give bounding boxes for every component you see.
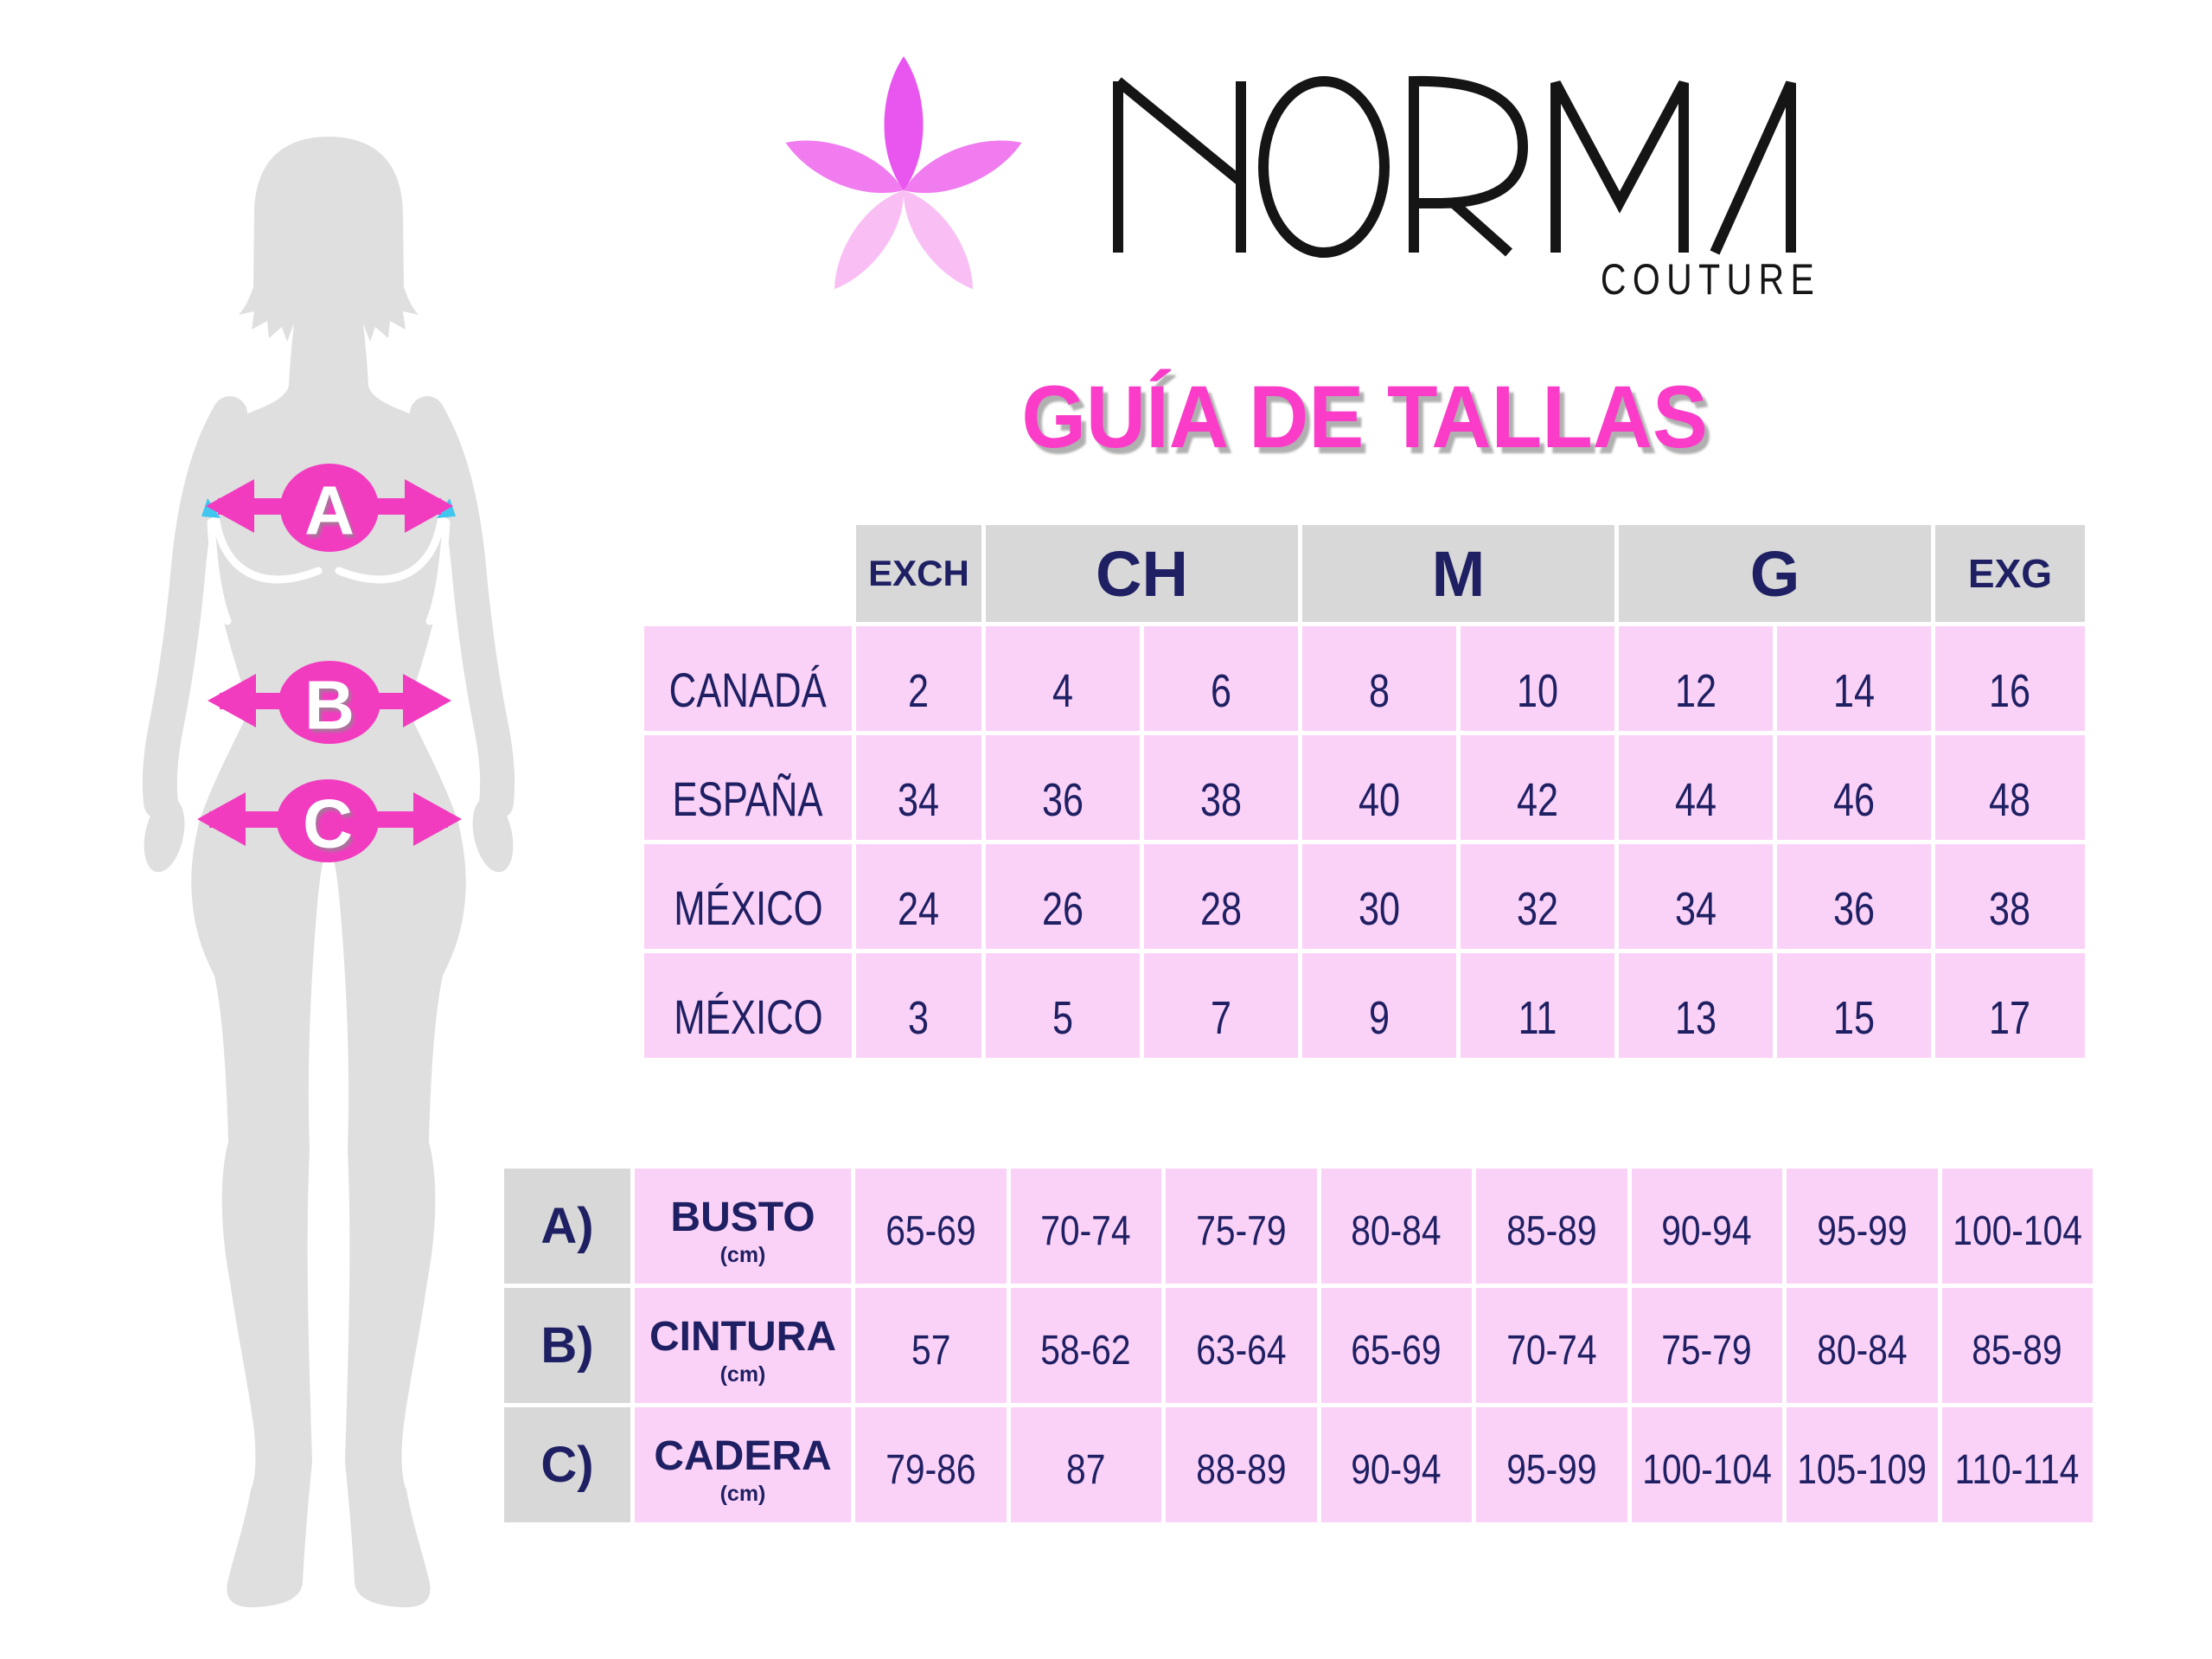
header-exg: EXG [1935,525,2085,622]
size-value-cell: 3 [856,953,981,1058]
size-value-cell: 16 [1935,626,2085,731]
size-value-cell: 30 [1302,844,1456,949]
bust-arrow-label: A [304,472,355,549]
measure-value-cell: 95-99 [1476,1407,1627,1522]
measure-value-cell: 80-84 [1787,1288,1938,1403]
letter-o [1258,76,1390,258]
row-label-mexico: MÉXICO [644,953,852,1058]
measure-label-busto: BUSTO (cm) [635,1169,851,1284]
silhouette-arms [142,396,515,820]
measure-value-cell: 100-104 [1631,1407,1782,1522]
silhouette-body [191,137,466,1608]
bust-contour-lines [207,511,451,625]
waist-arrow-b: B [208,661,451,744]
measure-value-cell: 80-84 [1320,1169,1472,1284]
silhouette-hands [144,797,514,873]
row-label-espana: ESPAÑA [644,735,852,840]
flower-logo-icon [778,56,1029,299]
size-value-cell: 9 [1302,953,1456,1058]
page-title: GUÍA DE TALLAS [1021,368,1708,466]
size-value-cell: 38 [1144,735,1298,840]
measure-value-cell: 57 [855,1288,1007,1403]
letter-r [1409,75,1529,257]
size-value-cell: 6 [1144,626,1298,731]
measure-value-cell: 65-69 [1320,1288,1472,1403]
letter-a [1710,80,1796,255]
measure-value-cell: 70-74 [1010,1169,1161,1284]
measure-value-cell: 63-64 [1166,1288,1317,1403]
measure-letter-a: A) [504,1169,630,1284]
size-value-cell: 48 [1935,735,2085,840]
row-label-canada: CANADÁ [644,626,852,731]
measure-letter-c: C) [504,1407,630,1522]
measure-value-cell: 85-89 [1941,1288,2093,1403]
measure-value-cell: 105-109 [1787,1407,1938,1522]
size-value-cell: 8 [1302,626,1456,731]
hip-arrow-label: C [303,785,353,862]
bust-arrow-a: A [206,464,453,552]
measure-value-cell: 70-74 [1476,1288,1627,1403]
size-value-cell: 7 [1144,953,1298,1058]
size-conversion-table: EXCH CH M G EXG CANADÁ 2 4 6 8 10 12 14 … [644,525,2085,1058]
measure-value-cell: 100-104 [1941,1169,2093,1284]
body-measure-table: A) BUSTO (cm) 65-69 70-74 75-79 80-84 85… [504,1169,2093,1522]
measure-value-cell: 75-79 [1631,1288,1782,1403]
letter-m [1550,80,1689,253]
brand-subtitle-text: COUTURE [1600,255,1820,304]
size-value-cell: 36 [1777,844,1931,949]
size-value-cell: 46 [1777,735,1931,840]
size-value-cell: 11 [1461,953,1614,1058]
size-value-cell: 26 [986,844,1140,949]
size-value-cell: 44 [1619,735,1773,840]
size-value-cell: 28 [1144,844,1298,949]
measure-value-cell: 87 [1010,1407,1161,1522]
row-label-mexico: MÉXICO [644,844,852,949]
measure-value-cell: 79-86 [855,1407,1007,1522]
measure-value-cell: 75-79 [1166,1169,1317,1284]
size-value-cell: 2 [856,626,981,731]
measure-label-cadera: CADERA (cm) [635,1407,851,1522]
brand-subtitle: COUTURE [1109,254,1820,304]
size-value-cell: 34 [856,735,981,840]
measure-value-cell: 95-99 [1787,1169,1938,1284]
letter-n [1113,77,1246,253]
body-silhouette-figure: A B C [142,137,515,1608]
measure-value-cell: 88-89 [1166,1407,1317,1522]
header-g: G [1619,525,1931,622]
size-value-cell: 17 [1935,953,2085,1058]
size-value-cell: 5 [986,953,1140,1058]
measure-letter-b: B) [504,1288,630,1403]
measure-value-cell: 85-89 [1476,1169,1627,1284]
size-value-cell: 24 [856,844,981,949]
measure-value-cell: 90-94 [1631,1169,1782,1284]
size-value-cell: 15 [1777,953,1931,1058]
hip-arrow-c: C [197,779,462,862]
size-value-cell: 38 [1935,844,2085,949]
norma-wordmark [1113,75,1796,258]
size-value-cell: 10 [1461,626,1614,731]
measure-value-cell: 58-62 [1010,1288,1161,1403]
size-value-cell: 14 [1777,626,1931,731]
measure-value-cell: 110-114 [1941,1407,2093,1522]
header-ch: CH [986,525,1298,622]
size-value-cell: 36 [986,735,1140,840]
size-value-cell: 34 [1619,844,1773,949]
size-value-cell: 42 [1461,735,1614,840]
measure-label-cintura: CINTURA (cm) [635,1288,851,1403]
header-m: M [1302,525,1614,622]
header-corner-cell [644,525,852,622]
size-value-cell: 32 [1461,844,1614,949]
waist-arrow-label: B [304,667,355,744]
measure-value-cell: 65-69 [855,1169,1007,1284]
header-exch: EXCH [856,525,981,622]
size-value-cell: 40 [1302,735,1456,840]
size-value-cell: 12 [1619,626,1773,731]
size-value-cell: 13 [1619,953,1773,1058]
measure-value-cell: 90-94 [1320,1407,1472,1522]
size-value-cell: 4 [986,626,1140,731]
